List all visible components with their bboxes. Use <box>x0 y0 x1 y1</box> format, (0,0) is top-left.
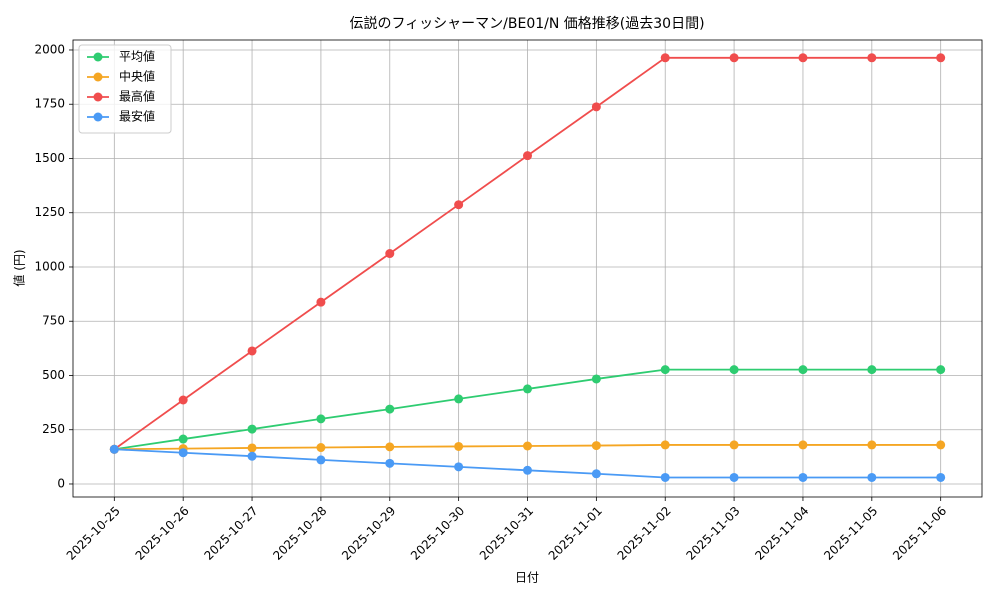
legend-marker <box>93 52 103 62</box>
data-point <box>523 441 532 451</box>
y-tick-label: 1750 <box>34 97 65 111</box>
data-point <box>385 458 395 468</box>
x-tick-label: 2025-11-06 <box>890 504 949 563</box>
x-tick-label: 2025-11-04 <box>752 504 811 563</box>
data-point <box>729 365 739 375</box>
y-tick-label: 750 <box>42 314 65 328</box>
y-tick-label: 500 <box>42 368 65 382</box>
data-point <box>316 455 326 465</box>
legend-label: 平均値 <box>119 49 155 64</box>
data-point <box>660 53 670 63</box>
data-point <box>798 365 808 375</box>
data-point <box>798 472 808 482</box>
data-point <box>867 472 877 482</box>
x-tick-label: 2025-10-31 <box>477 504 536 563</box>
x-tick-label: 2025-10-27 <box>201 504 260 563</box>
data-point <box>523 384 532 394</box>
data-point <box>936 472 946 482</box>
data-point <box>523 151 532 161</box>
data-point <box>247 443 257 453</box>
data-point <box>591 469 601 479</box>
x-tick-label: 2025-11-01 <box>546 504 605 563</box>
data-point <box>936 53 946 63</box>
data-point <box>591 441 601 451</box>
x-tick-label: 2025-11-03 <box>683 504 742 563</box>
legend-box <box>78 44 172 134</box>
data-point <box>591 374 601 384</box>
data-point <box>385 404 395 414</box>
data-point <box>178 448 188 458</box>
data-point <box>867 365 877 375</box>
data-point <box>729 440 739 450</box>
data-point <box>591 102 601 112</box>
data-point <box>523 465 532 475</box>
legend-label: 最高値 <box>119 89 155 104</box>
data-point <box>867 440 877 450</box>
y-tick-label: 1500 <box>34 151 65 165</box>
data-point <box>867 53 877 63</box>
data-point <box>936 365 946 375</box>
data-point <box>798 53 808 63</box>
legend-marker <box>93 72 103 82</box>
data-point <box>247 346 257 356</box>
data-point <box>247 451 257 461</box>
y-tick-label: 1000 <box>34 259 65 273</box>
legend-marker <box>93 112 103 122</box>
data-point <box>385 249 395 259</box>
data-point <box>660 472 670 482</box>
plot-frame <box>72 39 983 498</box>
x-tick-label: 2025-11-05 <box>821 504 880 563</box>
data-point <box>385 442 395 452</box>
x-tick-label: 2025-10-25 <box>64 504 123 563</box>
data-point <box>316 443 326 453</box>
data-point <box>454 394 464 404</box>
legend-label: 中央値 <box>119 69 155 84</box>
x-tick-label: 2025-11-02 <box>615 504 674 563</box>
data-point <box>729 53 739 63</box>
data-point <box>729 472 739 482</box>
legend-marker <box>93 92 103 102</box>
y-tick-label: 0 <box>57 476 65 490</box>
data-point <box>936 440 946 450</box>
x-axis-label: 日付 <box>515 571 539 585</box>
y-tick-label: 1250 <box>34 205 65 219</box>
x-tick-label: 2025-10-28 <box>270 504 329 563</box>
data-point <box>109 444 119 454</box>
x-tick-label: 2025-10-26 <box>133 504 192 563</box>
data-point <box>454 441 464 451</box>
data-point <box>178 434 188 444</box>
x-tick-label: 2025-10-30 <box>408 504 467 563</box>
data-point <box>660 365 670 375</box>
data-point <box>178 395 188 405</box>
data-point <box>798 440 808 450</box>
data-point <box>660 440 670 450</box>
legend-label: 最安値 <box>119 109 155 124</box>
data-point <box>454 462 464 472</box>
data-point <box>247 424 257 434</box>
y-tick-label: 250 <box>42 422 65 436</box>
data-point <box>454 200 464 210</box>
data-point <box>316 414 326 424</box>
y-tick-label: 2000 <box>34 42 65 56</box>
y-axis-label: 値 (円) <box>12 249 27 286</box>
data-point <box>316 297 326 307</box>
chart-title: 伝説のフィッシャーマン/BE01/N 価格推移(過去30日間) <box>349 16 704 32</box>
x-tick-label: 2025-10-29 <box>339 504 398 563</box>
